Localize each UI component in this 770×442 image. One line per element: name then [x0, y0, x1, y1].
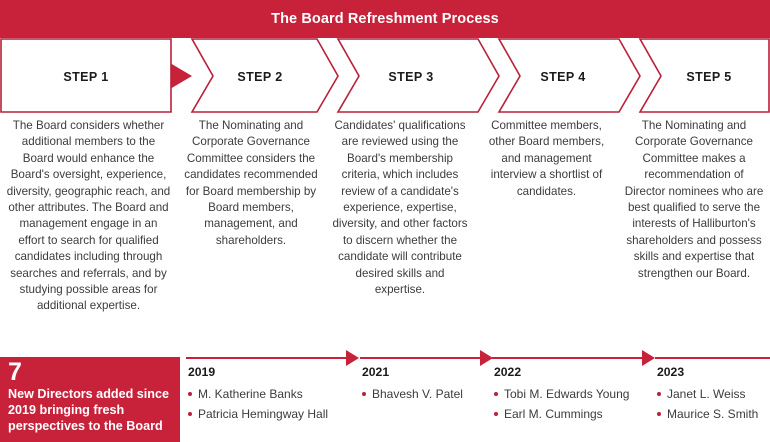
step-description-row: The Board considers whether additional m…	[0, 118, 770, 348]
chevron-connector-1-2	[170, 63, 192, 89]
step-label-4: STEP 4	[540, 70, 585, 84]
timeline-column-2022: 2022 Tobi M. Edwards Young Earl M. Cummi…	[492, 350, 655, 442]
step-label-5: STEP 5	[686, 70, 731, 84]
step-chevron-row: STEP 1 STEP 2 STEP 3 STEP 4 STEP 5	[0, 38, 770, 114]
arrow-right-icon	[480, 350, 493, 366]
step-description-4: Committee members, other Board members, …	[488, 119, 605, 198]
step-shape-4	[497, 38, 641, 113]
step-shape-1	[0, 38, 172, 113]
director-list: Bhavesh V. Patel	[360, 384, 480, 404]
director-list: M. Katherine Banks Patricia Hemingway Ha…	[186, 384, 346, 424]
page-title: The Board Refreshment Process	[271, 11, 499, 27]
director-list: Janet L. Weiss Maurice S. Smith	[655, 384, 770, 424]
step-description-3: Candidates' qualifications are reviewed …	[332, 119, 468, 297]
step-shape-2	[190, 38, 339, 113]
step-label-2: STEP 2	[237, 70, 282, 84]
step-description-1: The Board considers whether additional m…	[6, 119, 171, 313]
arrow-right-icon	[346, 350, 359, 366]
timeline-year-label: 2021	[362, 365, 390, 379]
step-shape-5	[638, 38, 770, 113]
list-item: Earl M. Cummings	[492, 404, 642, 424]
list-item: Tobi M. Edwards Young	[492, 384, 642, 404]
timeline-year-label: 2019	[188, 365, 216, 379]
step-shape-3	[336, 38, 500, 113]
timeline-year-label: 2023	[657, 365, 685, 379]
timeline-column-2023: 2023 Janet L. Weiss Maurice S. Smith	[655, 357, 770, 442]
arrow-right-icon	[642, 350, 655, 366]
timeline-column-2019: 2019 M. Katherine Banks Patricia Hemingw…	[186, 350, 359, 442]
step-description-2: The Nominating and Corporate Governance …	[184, 119, 318, 247]
list-item: Bhavesh V. Patel	[360, 384, 480, 404]
stat-number: 7	[8, 358, 22, 386]
timeline-rule	[360, 350, 493, 366]
timeline-column-2021: 2021 Bhavesh V. Patel	[360, 350, 493, 442]
list-item: M. Katherine Banks	[186, 384, 346, 404]
timeline-rule	[186, 350, 359, 366]
timeline-year-label: 2022	[494, 365, 522, 379]
stat-caption: New Directors added since 2019 bringing …	[8, 387, 169, 434]
stat-block: 7 New Directors added since 2019 bringin…	[0, 357, 180, 442]
timeline-rule	[492, 350, 655, 366]
step-label-1: STEP 1	[63, 70, 108, 84]
list-item: Patricia Hemingway Hall	[186, 404, 346, 424]
step-description-5: The Nominating and Corporate Governance …	[624, 119, 764, 280]
step-label-3: STEP 3	[388, 70, 433, 84]
new-directors-section: 7 New Directors added since 2019 bringin…	[0, 350, 770, 442]
timeline-rule	[655, 357, 770, 359]
director-list: Tobi M. Edwards Young Earl M. Cummings	[492, 384, 642, 424]
header-banner: The Board Refreshment Process	[0, 0, 770, 38]
list-item: Janet L. Weiss	[655, 384, 770, 404]
list-item: Maurice S. Smith	[655, 404, 770, 424]
